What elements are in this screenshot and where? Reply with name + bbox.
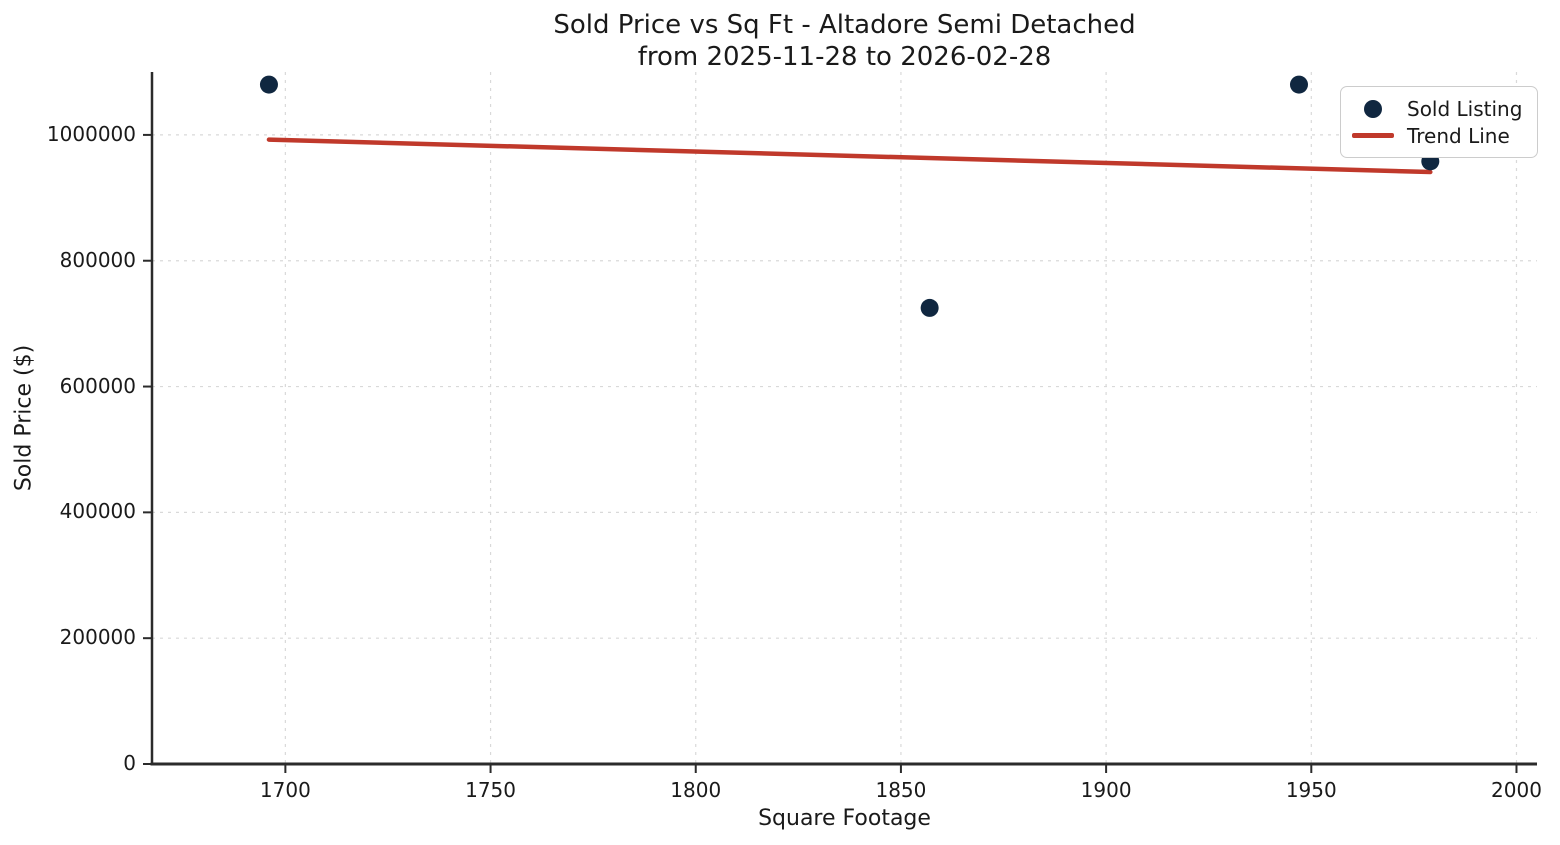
legend-item-sold-listing: Sold Listing [1349,95,1525,122]
y-axis-label: Sold Price ($) [11,344,37,492]
legend-label-trend-line: Trend Line [1407,123,1510,148]
legend-item-trend-line: Trend Line [1349,122,1525,149]
x-axis-label: Square Footage [758,806,931,831]
x-tick-label: 1700 [259,778,311,802]
x-tick-label: 1900 [1080,778,1132,802]
y-tick-label: 200000 [59,625,136,650]
trend-line-swatch-icon [1352,133,1394,138]
sold-listing-marker-icon [1364,99,1382,118]
x-tick-label: 1950 [1285,778,1337,802]
chart-title: Sold Price vs Sq Ft - Altadore Semi Deta… [553,10,1136,40]
x-tick-label: 1850 [875,778,927,802]
x-tick-label: 1750 [465,778,516,802]
data-point [920,298,939,317]
y-tick-label: 1000000 [46,121,136,146]
x-tick-label: 2000 [1491,778,1542,802]
x-tick-label: 1800 [670,778,722,802]
y-tick-label: 600000 [59,373,136,398]
chart-subtitle: from 2025-11-28 to 2026-02-28 [637,42,1052,72]
data-point [1289,75,1308,94]
legend: Sold Listing Trend Line [1340,86,1538,158]
data-point [259,75,278,94]
legend-label-sold-listing: Sold Listing [1407,96,1523,121]
y-tick-label: 800000 [59,247,136,272]
y-tick-label: 400000 [59,499,136,524]
trend-line [266,137,1433,175]
y-tick-label: 0 [123,751,136,775]
